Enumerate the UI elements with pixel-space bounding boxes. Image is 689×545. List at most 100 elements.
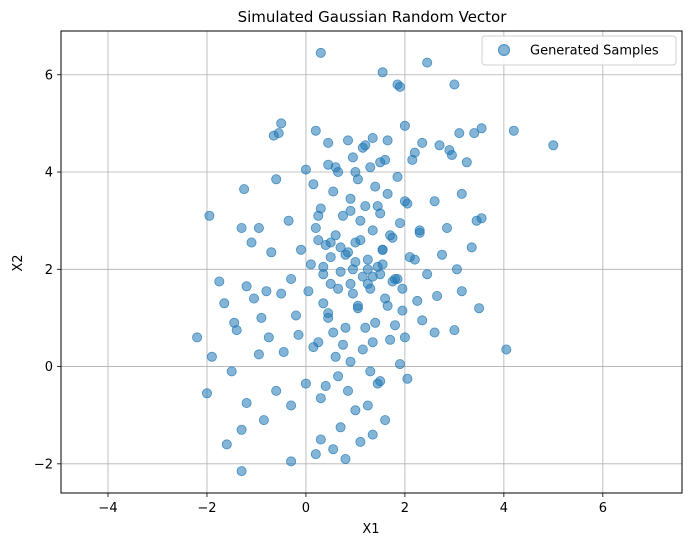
scatter-point bbox=[315, 393, 326, 404]
scatter-point bbox=[315, 47, 326, 58]
scatter-point bbox=[474, 303, 485, 314]
y-tick-label: 2 bbox=[45, 263, 53, 278]
scatter-point bbox=[362, 264, 373, 275]
scatter-point bbox=[370, 317, 381, 328]
scatter-point bbox=[263, 332, 274, 343]
scatter-point bbox=[392, 171, 403, 182]
scatter-point bbox=[436, 249, 447, 260]
scatter-point bbox=[382, 188, 393, 199]
scatter-point bbox=[365, 283, 376, 294]
scatter-point bbox=[283, 215, 294, 226]
legend-marker bbox=[498, 44, 510, 56]
scatter-point bbox=[441, 222, 452, 233]
scatter-point bbox=[221, 439, 232, 450]
scatter-point bbox=[236, 466, 247, 477]
scatter-point bbox=[333, 166, 344, 177]
scatter-point bbox=[469, 128, 480, 139]
scatter-point bbox=[313, 337, 324, 348]
y-tick-label: 4 bbox=[45, 166, 53, 181]
scatter-point bbox=[548, 140, 559, 151]
scatter-point bbox=[340, 453, 351, 464]
scatter-point bbox=[226, 366, 237, 377]
scatter-point bbox=[380, 415, 391, 426]
scatter-point bbox=[313, 235, 324, 246]
scatter-point bbox=[303, 286, 314, 297]
scatter-point bbox=[325, 252, 336, 263]
x-tick-label: 4 bbox=[500, 501, 508, 516]
scatter-point bbox=[451, 264, 462, 275]
scatter-point bbox=[271, 385, 282, 396]
scatter-point bbox=[328, 444, 339, 455]
scatter-point bbox=[404, 252, 415, 263]
scatter-point bbox=[323, 137, 334, 148]
scatter-point bbox=[337, 339, 348, 350]
scatter-point bbox=[394, 81, 405, 92]
scatter-point bbox=[357, 344, 368, 355]
scatter-point bbox=[206, 351, 217, 362]
x-tick-label: 0 bbox=[302, 501, 310, 516]
scatter-point bbox=[308, 179, 319, 190]
scatter-point bbox=[201, 388, 212, 399]
scatter-point bbox=[293, 329, 304, 340]
scatter-point bbox=[345, 193, 356, 204]
scatter-point bbox=[333, 371, 344, 382]
scatter-point bbox=[501, 344, 512, 355]
scatter-point bbox=[236, 424, 247, 435]
scatter-point bbox=[350, 405, 361, 416]
scatter-point bbox=[375, 376, 386, 387]
scatter-point bbox=[375, 208, 386, 219]
scatter-point bbox=[355, 215, 366, 226]
y-tick-label: 0 bbox=[45, 360, 53, 375]
scatter-point bbox=[360, 322, 371, 333]
scatter-point bbox=[204, 210, 215, 221]
scatter-point bbox=[300, 378, 311, 389]
scatter-point bbox=[325, 278, 336, 289]
scatter-point bbox=[320, 380, 331, 391]
scatter-point bbox=[367, 337, 378, 348]
scatter-point bbox=[380, 154, 391, 165]
scatter-point bbox=[432, 290, 443, 301]
scatter-point bbox=[345, 356, 356, 367]
scatter-point bbox=[399, 332, 410, 343]
scatter-point bbox=[271, 174, 282, 185]
scatter-point bbox=[362, 400, 373, 411]
scatter-point bbox=[414, 227, 425, 238]
scatter-point bbox=[300, 164, 311, 175]
scatter-point bbox=[387, 276, 398, 287]
scatter-point bbox=[318, 298, 329, 309]
legend-label: Generated Samples bbox=[530, 44, 659, 59]
scatter-point bbox=[239, 184, 250, 195]
scatter-point bbox=[429, 327, 440, 338]
scatter-point bbox=[248, 293, 259, 304]
scatter-point bbox=[476, 123, 487, 134]
scatter-point bbox=[276, 118, 287, 129]
scatter-point bbox=[333, 283, 344, 294]
scatter-point bbox=[456, 286, 467, 297]
scatter-point bbox=[449, 325, 460, 336]
scatter-point bbox=[370, 181, 381, 192]
scatter-point bbox=[417, 315, 428, 326]
scatter-point bbox=[236, 222, 247, 233]
scatter-point bbox=[241, 281, 252, 292]
scatter-point bbox=[387, 232, 398, 243]
plot-area bbox=[60, 30, 683, 494]
y-tick-label: −2 bbox=[34, 457, 53, 472]
scatter-point bbox=[350, 237, 361, 248]
legend-box bbox=[481, 35, 677, 66]
scatter-point bbox=[335, 422, 346, 433]
scatter-point bbox=[508, 125, 519, 136]
scatter-point bbox=[350, 256, 361, 267]
scatter-point bbox=[377, 244, 388, 255]
chart-title: Simulated Gaussian Random Vector bbox=[238, 8, 508, 26]
scatter-point bbox=[258, 415, 269, 426]
scatter-point bbox=[246, 237, 257, 248]
scatter-point bbox=[214, 276, 225, 287]
scatter-point bbox=[323, 159, 334, 170]
scatter-point bbox=[417, 137, 428, 148]
scatter-point bbox=[402, 373, 413, 384]
x-axis-label: X1 bbox=[362, 522, 379, 537]
scatter-point bbox=[367, 132, 378, 143]
x-axis-ticks: −4 −2 0 2 4 6 bbox=[98, 493, 607, 516]
scatter-point bbox=[266, 247, 277, 258]
scatter-point bbox=[446, 149, 457, 160]
